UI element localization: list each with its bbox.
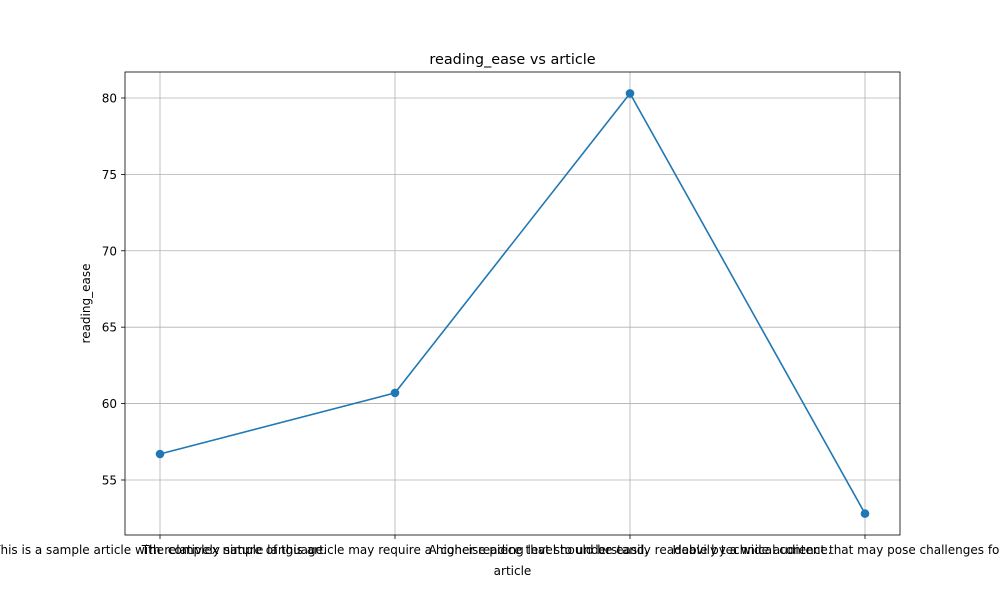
data-point xyxy=(390,388,400,398)
y-tick-label: 80 xyxy=(102,91,117,105)
data-point xyxy=(860,509,870,518)
y-tick-label: 75 xyxy=(102,168,117,182)
data-point xyxy=(155,449,165,459)
x-tick-label: The complex nature of this article may r… xyxy=(141,543,648,557)
y-tick-label: 55 xyxy=(102,473,117,487)
y-tick-label: 60 xyxy=(102,397,117,411)
y-axis-ticks: 55 60 65 70 75 80 xyxy=(102,91,125,487)
series-line xyxy=(159,91,866,514)
data-point xyxy=(625,89,635,98)
x-tick-label: This is a sample article with relatively… xyxy=(0,543,327,557)
x-axis-ticks: This is a sample article with relatively… xyxy=(0,535,1000,557)
y-tick-label: 70 xyxy=(102,244,117,258)
x-tick-label: Heavily technical content that may pose … xyxy=(672,543,1000,557)
series-layer xyxy=(155,89,870,518)
x-tick-label: A concise piece that should be easily re… xyxy=(428,543,831,557)
x-axis-label: article xyxy=(494,564,532,578)
chart-title: reading_ease vs article xyxy=(429,52,595,68)
grid-lines xyxy=(125,72,900,535)
y-axis-label: reading_ease xyxy=(79,264,93,344)
y-tick-label: 65 xyxy=(102,321,117,335)
plot-frame xyxy=(124,71,901,536)
